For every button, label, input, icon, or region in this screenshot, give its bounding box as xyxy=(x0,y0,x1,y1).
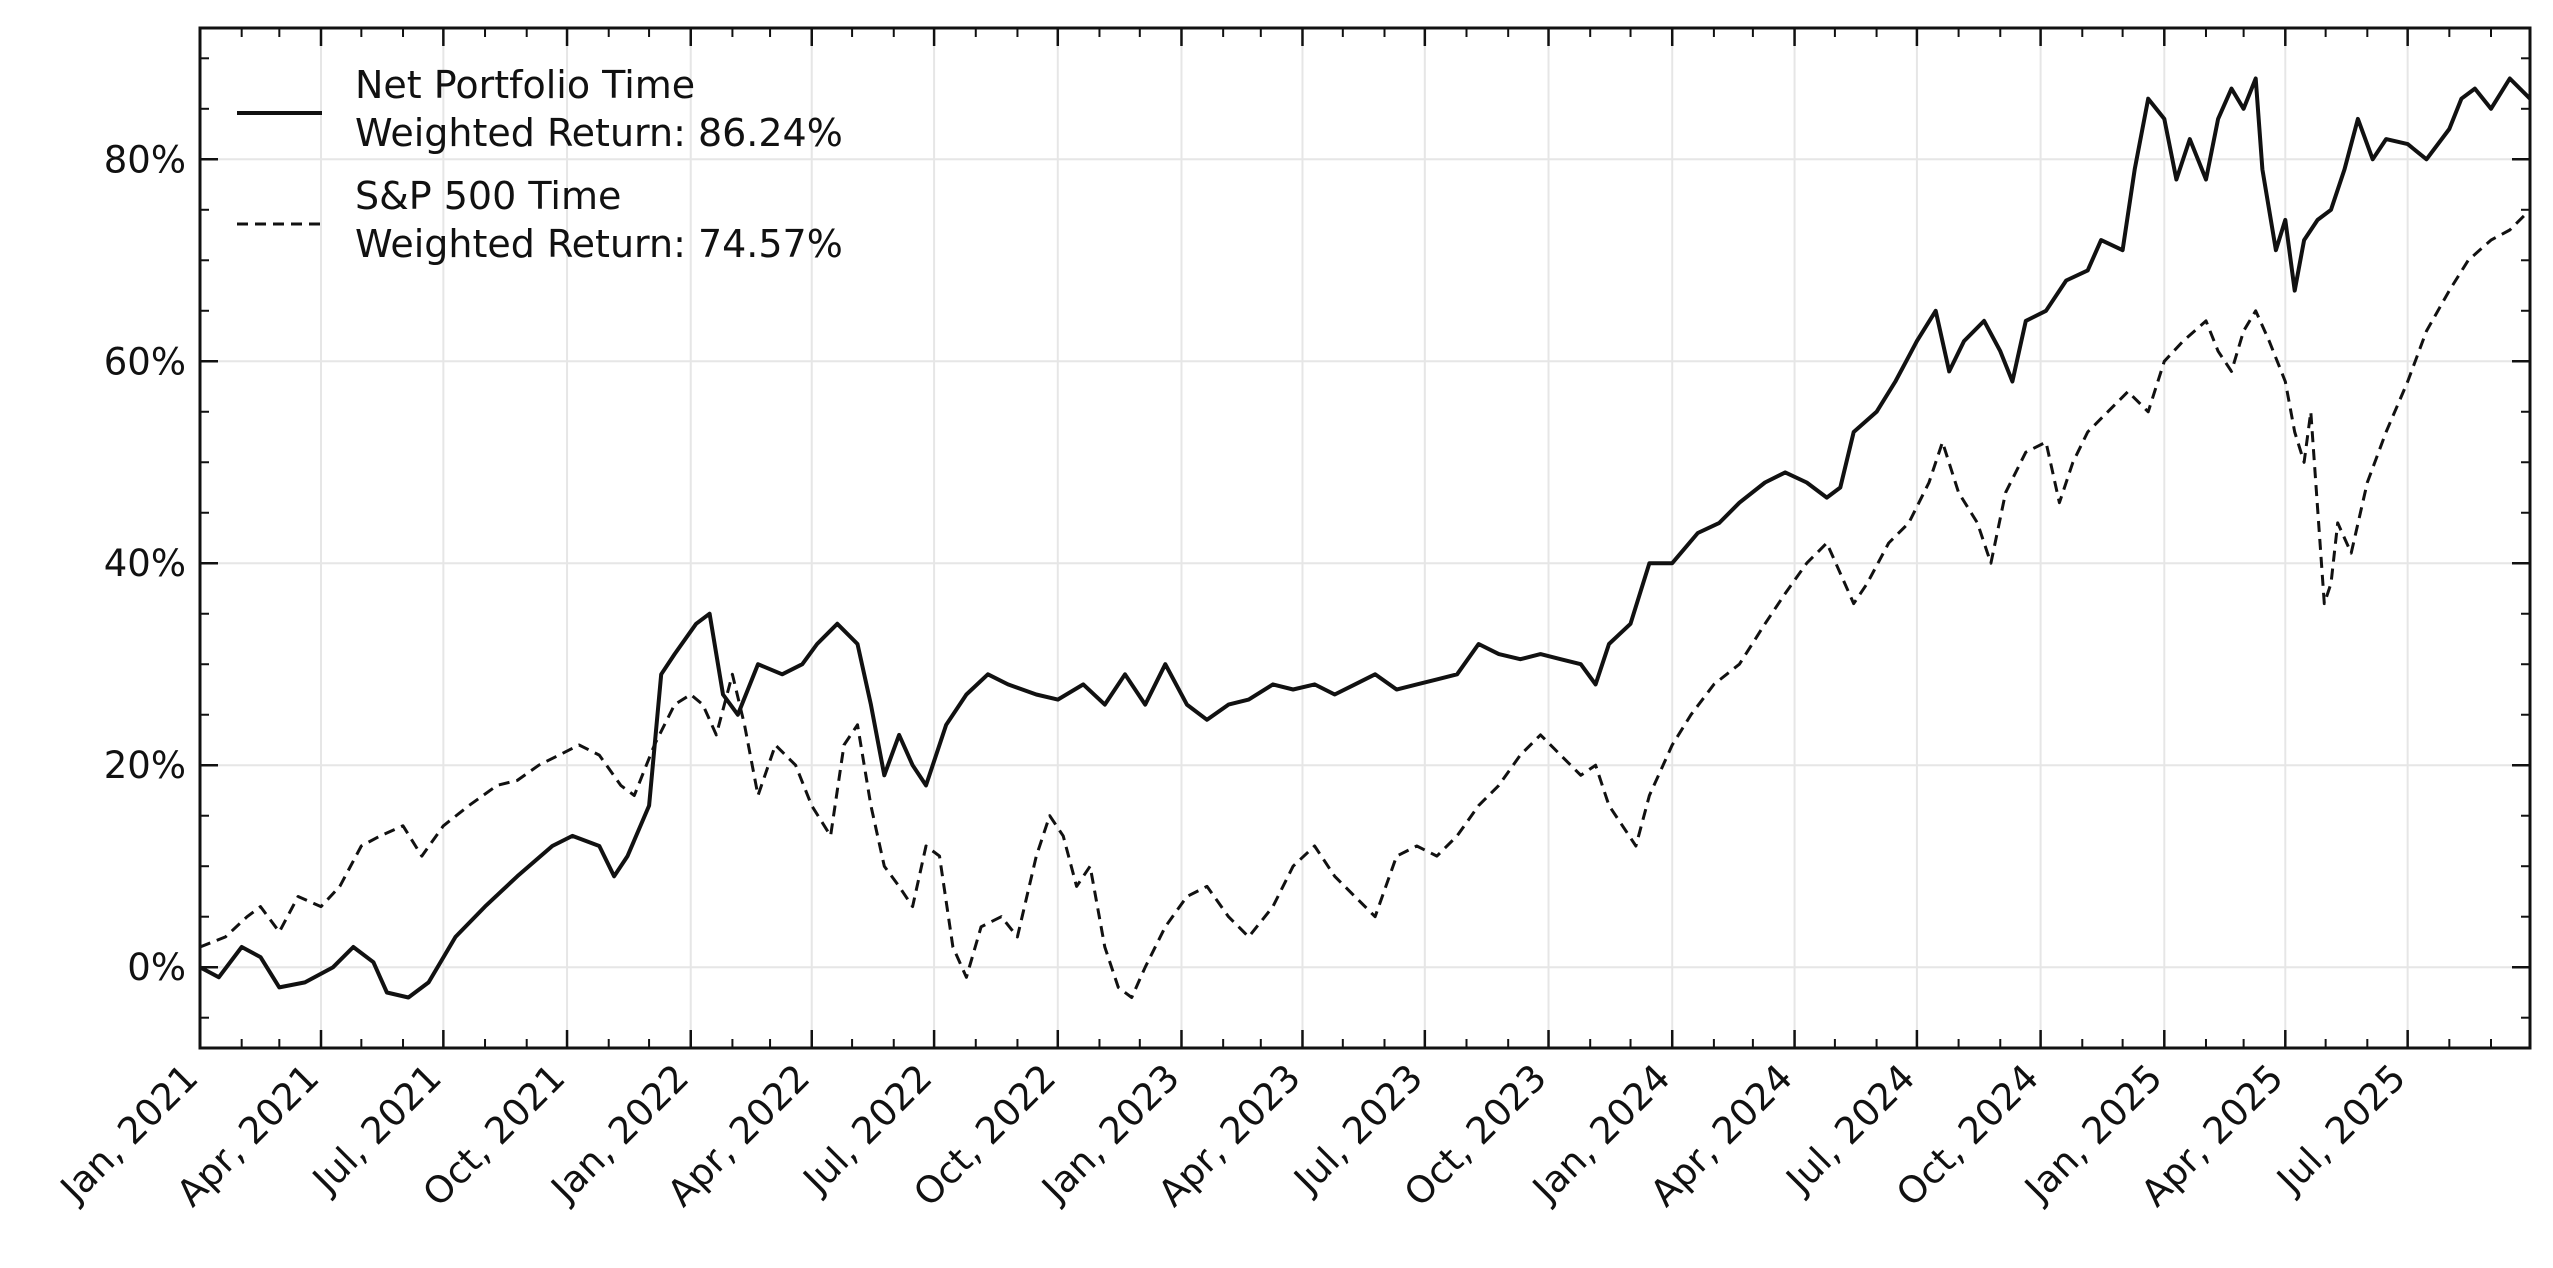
y-axis-tick-labels: 0% 20% 40% 60% 80% xyxy=(104,138,186,989)
legend-label-sp500-line2: Weighted Return: 74.57% xyxy=(355,222,843,266)
series-line-sp500 xyxy=(199,208,2532,999)
y-tick-label: 20% xyxy=(104,744,186,787)
plot-frame xyxy=(198,26,2532,1050)
grid xyxy=(199,28,2530,1048)
legend-label-portfolio-line2: Weighted Return: 86.24% xyxy=(355,111,843,155)
legend-label-portfolio-line1: Net Portfolio Time xyxy=(355,63,695,107)
series-line-portfolio xyxy=(199,76,2532,1000)
legend: Net Portfolio Time Weighted Return: 86.2… xyxy=(237,63,843,266)
y-tick-label: 60% xyxy=(104,340,186,383)
series-layer xyxy=(199,76,2532,1000)
y-tick-label: 80% xyxy=(104,138,186,181)
y-tick-label: 40% xyxy=(104,542,186,585)
y-tick-label: 0% xyxy=(127,946,186,989)
legend-label-sp500-line1: S&P 500 Time xyxy=(355,174,621,218)
